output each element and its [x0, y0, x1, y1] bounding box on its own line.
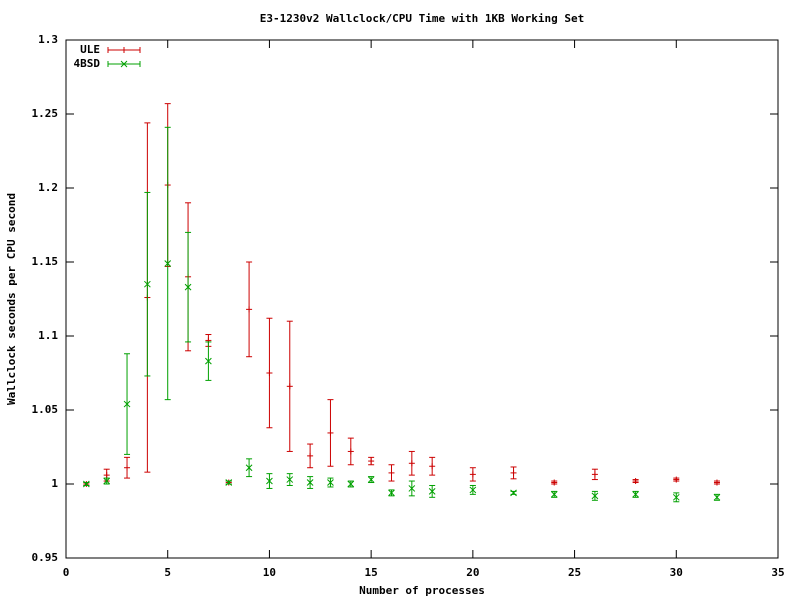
x-tick-label: 20 — [466, 566, 479, 579]
error-point — [367, 476, 375, 484]
x-tick-label: 15 — [365, 566, 378, 579]
marker-stroke — [672, 493, 680, 501]
error-point — [469, 467, 476, 482]
chart-title: E3-1230v2 Wallclock/CPU Time with 1KB Wo… — [260, 12, 585, 25]
y-tick-label: 1.1 — [38, 329, 58, 342]
marker-stroke — [632, 491, 639, 498]
error-point — [673, 476, 680, 483]
error-point — [510, 489, 517, 497]
marker-stroke — [123, 400, 131, 408]
y-tick-label: 1.25 — [32, 107, 59, 120]
error-point — [408, 450, 415, 476]
marker-stroke — [550, 491, 558, 498]
error-point — [144, 191, 151, 377]
marker-stroke — [388, 489, 395, 497]
marker-stroke — [428, 488, 436, 495]
marker-stroke — [245, 464, 253, 472]
marker-stroke — [164, 260, 172, 267]
error-point — [184, 231, 192, 343]
y-axis-label: Wallclock seconds per CPU second — [5, 193, 18, 405]
error-point — [408, 480, 416, 497]
marker-stroke — [408, 485, 416, 492]
error-point — [327, 477, 334, 488]
marker-stroke — [591, 492, 599, 500]
error-point — [82, 480, 90, 488]
marker-stroke — [144, 280, 151, 288]
marker-stroke — [225, 479, 233, 486]
x-tick-label: 10 — [263, 566, 276, 579]
x-tick-label: 0 — [63, 566, 70, 579]
error-point — [632, 478, 639, 485]
legend-key — [107, 60, 141, 68]
y-tick-label: 1.05 — [32, 403, 59, 416]
marker-stroke — [367, 476, 375, 483]
error-point — [164, 126, 172, 401]
marker-stroke — [713, 493, 721, 501]
error-point — [327, 399, 334, 467]
error-point — [388, 489, 395, 497]
error-point — [672, 492, 680, 503]
marker-stroke — [327, 479, 334, 486]
error-point — [205, 341, 212, 381]
y-tick-label: 1.15 — [32, 255, 59, 268]
error-point — [428, 484, 436, 498]
error-point — [713, 493, 721, 501]
y-tick-label: 1.2 — [38, 181, 58, 194]
error-point — [307, 443, 314, 469]
error-point — [347, 437, 354, 466]
error-point — [368, 456, 375, 466]
error-point — [266, 317, 273, 429]
error-point — [123, 353, 131, 455]
y-tick-label: 1.3 — [38, 33, 58, 46]
legend-label: 4BSD — [74, 57, 101, 70]
error-point — [246, 261, 253, 358]
x-axis-label: Number of processes — [359, 584, 485, 597]
x-tick-label: 30 — [670, 566, 683, 579]
error-point — [591, 490, 599, 501]
error-point — [347, 480, 355, 488]
y-tick-label: 0.95 — [32, 551, 59, 564]
error-point — [429, 456, 436, 476]
error-point — [225, 479, 233, 486]
error-point — [469, 484, 477, 495]
legend-key — [107, 47, 141, 53]
error-point — [266, 473, 273, 489]
error-point — [103, 477, 111, 485]
x-tick-label: 35 — [771, 566, 784, 579]
marker-stroke — [184, 283, 192, 291]
error-point — [286, 320, 293, 452]
legend-label: ULE — [80, 43, 100, 56]
error-point — [510, 466, 517, 480]
error-point — [388, 464, 395, 482]
error-point — [286, 473, 294, 486]
x-tick-label: 5 — [164, 566, 171, 579]
error-point — [124, 456, 131, 479]
marker-stroke — [266, 477, 273, 485]
error-point — [591, 468, 598, 481]
error-point — [550, 490, 558, 498]
error-point — [306, 476, 314, 489]
plot-frame — [65, 39, 779, 559]
marker-stroke — [103, 477, 111, 485]
marker-stroke — [510, 489, 517, 497]
error-point — [551, 479, 558, 486]
y-tick-label: 1 — [51, 477, 58, 490]
marker-stroke — [286, 476, 294, 483]
marker-stroke — [120, 60, 128, 68]
marker-stroke — [306, 479, 314, 486]
error-point — [632, 490, 639, 498]
marker-stroke — [82, 480, 90, 488]
error-point — [713, 479, 720, 486]
marker-stroke — [347, 480, 355, 488]
marker-stroke — [205, 357, 212, 365]
error-point — [245, 458, 253, 478]
marker-stroke — [469, 486, 477, 494]
x-tick-label: 25 — [568, 566, 581, 579]
